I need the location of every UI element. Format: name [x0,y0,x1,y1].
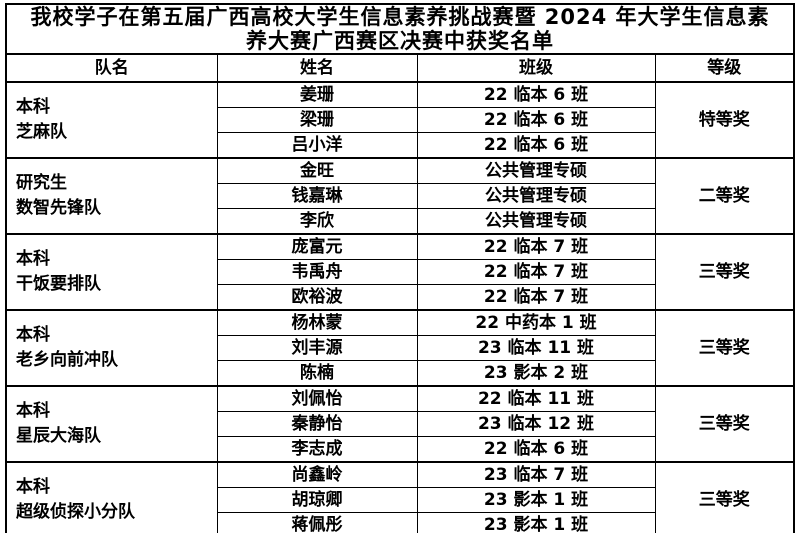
member-class: 23 影本 2 班 [416,360,656,387]
team-name: 星辰大海队 [16,426,101,446]
award-level: 特等奖 [654,81,795,159]
table-row: 韦禹舟 22 临本 7 班 [6,259,794,285]
table-row: 梁珊 22 临本 6 班 [6,107,794,133]
team-name-cell: 研究生 数智先锋队 [5,157,218,235]
member-class: 23 临本 12 班 [416,411,656,437]
member-name: 吕小洋 [216,132,418,159]
table-row: 欧裕波 22 临本 7 班 [6,284,794,311]
team-name: 干饭要排队 [16,274,101,294]
member-class: 22 临本 6 班 [416,81,656,108]
table-row: 本科 超级侦探小分队 尚鑫岭 23 临本 7 班 三等奖 [5,461,795,533]
team-name-cell: 本科 芝麻队 [5,81,218,159]
table-row: 胡琼卿 23 影本 1 班 [6,487,794,513]
team-name-cell: 本科 干饭要排队 [5,233,218,311]
page-title: 我校学子在第五届广西高校大学生信息素养挑战赛暨 2024 年大学生信息素 养大赛… [5,3,795,55]
member-name: 欧裕波 [216,284,418,311]
member-name: 胡琼卿 [216,487,418,513]
team-category: 本科 [16,401,50,421]
col-header-class: 班级 [416,53,656,83]
team-name: 超级侦探小分队 [16,502,135,522]
award-level: 三等奖 [654,233,795,311]
member-class: 22 临本 7 班 [416,259,656,285]
member-name: 梁珊 [216,107,418,133]
member-class: 23 影本 1 班 [416,487,656,513]
member-name: 秦静怡 [216,411,418,437]
member-class: 22 中药本 1 班 [416,309,656,336]
team-name: 芝麻队 [16,122,67,142]
team-name: 数智先锋队 [16,198,101,218]
member-name: 杨林蒙 [216,309,418,336]
team-name: 老乡向前冲队 [16,350,118,370]
member-name: 刘丰源 [216,335,418,361]
table-row: 刘丰源 23 临本 11 班 [6,335,794,361]
table-row: 吕小洋 22 临本 6 班 [6,132,794,159]
member-name: 李志成 [216,436,418,463]
team-category: 本科 [16,97,50,117]
page-title-line2: 养大赛广西赛区决赛中获奖名单 [246,29,554,53]
table-row: 秦静怡 23 临本 12 班 [6,411,794,437]
award-level: 三等奖 [654,309,795,387]
team-category: 本科 [16,477,50,497]
col-header-award: 等级 [654,53,795,83]
member-name: 陈楠 [216,360,418,387]
team-category: 本科 [16,325,50,345]
member-name: 蒋佩彤 [216,512,418,533]
awards-table: 我校学子在第五届广西高校大学生信息素养挑战赛暨 2024 年大学生信息素 养大赛… [5,3,796,533]
member-name: 姜珊 [216,81,418,108]
member-class: 22 临本 11 班 [416,385,656,412]
table-row: 钱嘉琳 公共管理专硕 [6,183,794,209]
member-class: 公共管理专硕 [416,208,656,235]
member-class: 22 临本 6 班 [416,132,656,159]
member-class: 23 临本 11 班 [416,335,656,361]
award-level: 三等奖 [654,385,795,463]
team-name-cell: 本科 超级侦探小分队 [5,461,218,533]
team-category: 本科 [16,249,50,269]
team-category: 研究生 [16,173,67,193]
col-header-team: 队名 [5,53,218,83]
member-name: 尚鑫岭 [216,461,418,488]
award-level: 二等奖 [654,157,795,235]
table-row: 研究生 数智先锋队 金旺 公共管理专硕 二等奖 [5,157,795,235]
member-name: 刘佩怡 [216,385,418,412]
table-row: 本科 老乡向前冲队 杨林蒙 22 中药本 1 班 三等奖 [5,309,795,387]
header-row: 队名 姓名 班级 等级 [5,53,795,83]
team-name-cell: 本科 老乡向前冲队 [5,309,218,387]
member-class: 公共管理专硕 [416,183,656,209]
table-row: 陈楠 23 影本 2 班 [6,360,794,387]
member-name: 金旺 [216,157,418,184]
team-name-cell: 本科 星辰大海队 [5,385,218,463]
member-class: 22 临本 6 班 [416,436,656,463]
table-row: 本科 星辰大海队 刘佩怡 22 临本 11 班 三等奖 [5,385,795,463]
page-title-line1: 我校学子在第五届广西高校大学生信息素养挑战赛暨 2024 年大学生信息素 [30,5,770,29]
member-name: 韦禹舟 [216,259,418,285]
table-row: 本科 芝麻队 姜珊 22 临本 6 班 特等奖 [5,81,795,159]
member-name: 庞富元 [216,233,418,260]
member-class: 公共管理专硕 [416,157,656,184]
table-row: 李欣 公共管理专硕 [6,208,794,235]
table-row: 李志成 22 临本 6 班 [6,436,794,463]
member-class: 22 临本 7 班 [416,284,656,311]
member-class: 22 临本 7 班 [416,233,656,260]
table-row: 本科 干饭要排队 庞富元 22 临本 7 班 三等奖 [5,233,795,311]
member-name: 李欣 [216,208,418,235]
member-class: 22 临本 6 班 [416,107,656,133]
member-class: 23 影本 1 班 [416,512,656,533]
col-header-name: 姓名 [216,53,418,83]
award-level: 三等奖 [654,461,795,533]
member-name: 钱嘉琳 [216,183,418,209]
title-row: 我校学子在第五届广西高校大学生信息素养挑战赛暨 2024 年大学生信息素 养大赛… [5,3,795,55]
table-row: 蒋佩彤 23 影本 1 班 [6,512,794,533]
member-class: 23 临本 7 班 [416,461,656,488]
